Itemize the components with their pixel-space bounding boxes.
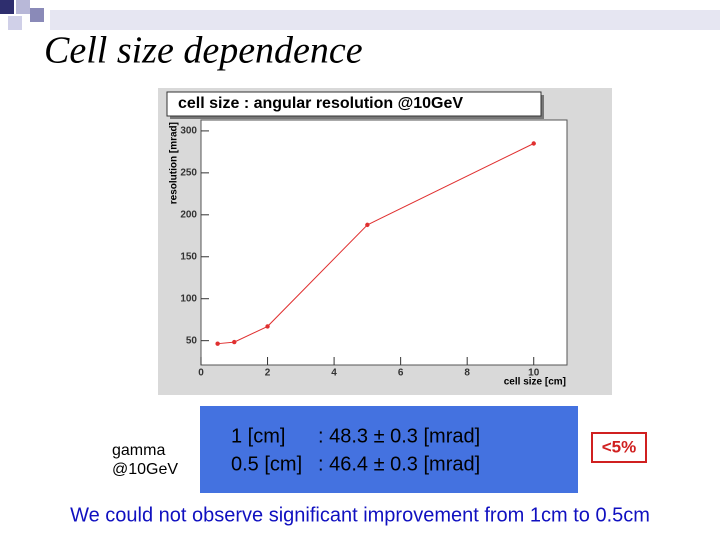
result-size: 0.5 [cm] [231, 453, 302, 475]
note-line: @10GeV [112, 461, 178, 478]
y-tick-label: 200 [180, 209, 197, 220]
y-axis-label: resolution [mrad] [169, 122, 180, 204]
y-tick-label: 150 [180, 251, 197, 262]
result-value: : 48.3 ± 0.3 [mrad] [318, 425, 480, 447]
badge-box [591, 432, 647, 463]
x-tick-label: 0 [198, 368, 204, 379]
y-tick-label: 100 [180, 293, 197, 304]
chart-title: cell size : angular resolution @10GeV [178, 95, 463, 112]
result-box [200, 406, 578, 493]
y-tick-label: 250 [180, 168, 197, 179]
y-tick-label: 50 [186, 335, 198, 346]
x-tick-label: 8 [464, 368, 470, 379]
note-line: gamma [112, 442, 165, 459]
plot-area [200, 119, 568, 366]
data-point [365, 222, 370, 228]
x-tick-label: 4 [331, 368, 337, 379]
decoration [0, 0, 720, 30]
y-tick-label: 300 [180, 126, 197, 137]
result-size: 1 [cm] [231, 425, 285, 447]
slide-title: Cell size dependence [44, 30, 363, 72]
x-axis-label: cell size [cm] [504, 377, 566, 388]
data-point [531, 141, 536, 146]
conclusion: We could not observe significant improve… [70, 504, 650, 526]
badge: <5% [602, 437, 637, 456]
result-value: : 46.4 ± 0.3 [mrad] [318, 453, 480, 475]
data-point [232, 339, 237, 345]
x-tick-label: 10 [528, 368, 540, 379]
data-point [215, 341, 220, 346]
title-box [166, 91, 542, 117]
x-tick-label: 2 [265, 368, 271, 379]
data-point [265, 324, 270, 329]
x-tick-label: 6 [398, 368, 404, 379]
